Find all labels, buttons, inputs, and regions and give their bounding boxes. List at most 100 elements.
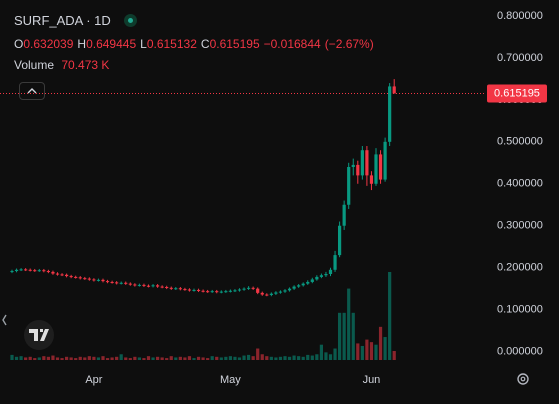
candle-body <box>224 291 228 293</box>
volume-bar <box>119 354 123 360</box>
volume-bar <box>124 357 128 360</box>
volume-value: 70.473 K <box>61 58 110 72</box>
change-pct: (−2.67%) <box>324 37 374 51</box>
volume-bar <box>137 357 141 360</box>
volume-bar <box>206 358 210 360</box>
candle-body <box>33 270 37 272</box>
volume-bar <box>169 356 173 360</box>
volume-bar <box>274 357 278 360</box>
candle-body <box>105 281 110 283</box>
candle-body <box>178 288 182 290</box>
candle-body <box>169 287 173 289</box>
volume-bar <box>28 356 32 360</box>
candle-body <box>37 270 41 272</box>
candle-body <box>310 279 314 282</box>
candle-body <box>365 150 369 176</box>
volume-bar <box>96 357 101 360</box>
ohlc-key: L <box>140 37 147 51</box>
candle-body <box>306 281 310 284</box>
volume-bar <box>196 356 201 360</box>
volume-bar <box>65 356 69 360</box>
scroll-left[interactable] <box>2 314 7 326</box>
volume-bar <box>178 356 182 360</box>
candle-body <box>292 286 296 289</box>
candle-body <box>96 279 101 281</box>
candle-body <box>78 277 82 279</box>
candle-body <box>219 291 223 293</box>
candle-body <box>351 164 355 167</box>
candle-body <box>110 281 114 283</box>
volume-bar <box>315 354 319 360</box>
candle-body <box>256 288 260 293</box>
candle-body <box>251 287 255 289</box>
volume-bar <box>365 339 369 360</box>
candle-body <box>142 284 146 286</box>
candle-body <box>274 292 278 294</box>
candle-body <box>92 279 96 281</box>
ohlc-key: H <box>77 37 87 51</box>
candle-body <box>55 273 60 275</box>
volume-bar <box>356 343 360 360</box>
volume-bar <box>306 354 310 360</box>
volume-bar <box>324 352 328 360</box>
candle-body <box>356 164 360 176</box>
candle-body <box>10 271 14 273</box>
ohlc-key: O <box>14 37 24 51</box>
volume-bar <box>265 356 269 360</box>
tradingview-logo <box>24 320 54 350</box>
volume-bar <box>151 357 155 360</box>
volume-bar <box>33 358 37 360</box>
volume-bar <box>146 356 151 360</box>
candle-body <box>201 290 205 292</box>
candle-body <box>24 269 28 271</box>
volume-bar <box>24 357 28 360</box>
price-tag <box>487 84 547 103</box>
legend-volume-row: Volume 70.473 K <box>14 58 109 72</box>
volume-bar <box>78 356 82 360</box>
volume-bar <box>388 272 392 360</box>
volume-bar <box>292 355 296 360</box>
candle-body <box>119 282 123 284</box>
volume-bar <box>133 356 137 360</box>
candle-body <box>124 282 128 284</box>
change: −0.016844 <box>263 37 321 51</box>
volume-bar <box>251 356 255 360</box>
volume-bar <box>228 356 232 360</box>
candle-body <box>374 154 378 184</box>
volume-bar <box>74 358 78 360</box>
volume-bar <box>383 337 387 360</box>
y-tick-label: 0.000000 <box>497 346 543 358</box>
y-tick-label: 0.100000 <box>497 304 543 316</box>
volume-bar <box>333 348 337 360</box>
candle-body <box>87 278 91 280</box>
volume-bar <box>142 358 146 360</box>
volume-bar <box>51 355 55 360</box>
candle-body <box>28 269 32 271</box>
volume-bar <box>55 357 60 360</box>
volume-bar <box>201 357 205 360</box>
volume-title: Volume <box>14 58 55 72</box>
candle-body <box>301 283 305 286</box>
settings-icon[interactable] <box>517 373 529 385</box>
volume-bar <box>210 356 214 360</box>
candle-body <box>283 290 287 292</box>
y-tick-label: 0.300000 <box>497 220 543 232</box>
volume-bar <box>328 354 333 360</box>
volume-bar <box>278 356 283 360</box>
candle-body <box>196 289 201 291</box>
candle-body <box>392 86 396 94</box>
volume-bar <box>360 345 364 360</box>
volume-bar <box>60 358 64 360</box>
volume-bar <box>269 356 273 360</box>
candle-body <box>360 150 364 176</box>
y-tick-label: 0.400000 <box>497 178 543 190</box>
volume-bar <box>192 358 196 360</box>
candle-body <box>128 283 132 285</box>
candle-body <box>333 255 337 270</box>
collapse-legend-button[interactable] <box>19 82 45 100</box>
candle-body <box>278 291 283 293</box>
volume-bar <box>297 356 301 360</box>
candle-body <box>187 289 192 291</box>
volume-bar <box>46 356 50 360</box>
